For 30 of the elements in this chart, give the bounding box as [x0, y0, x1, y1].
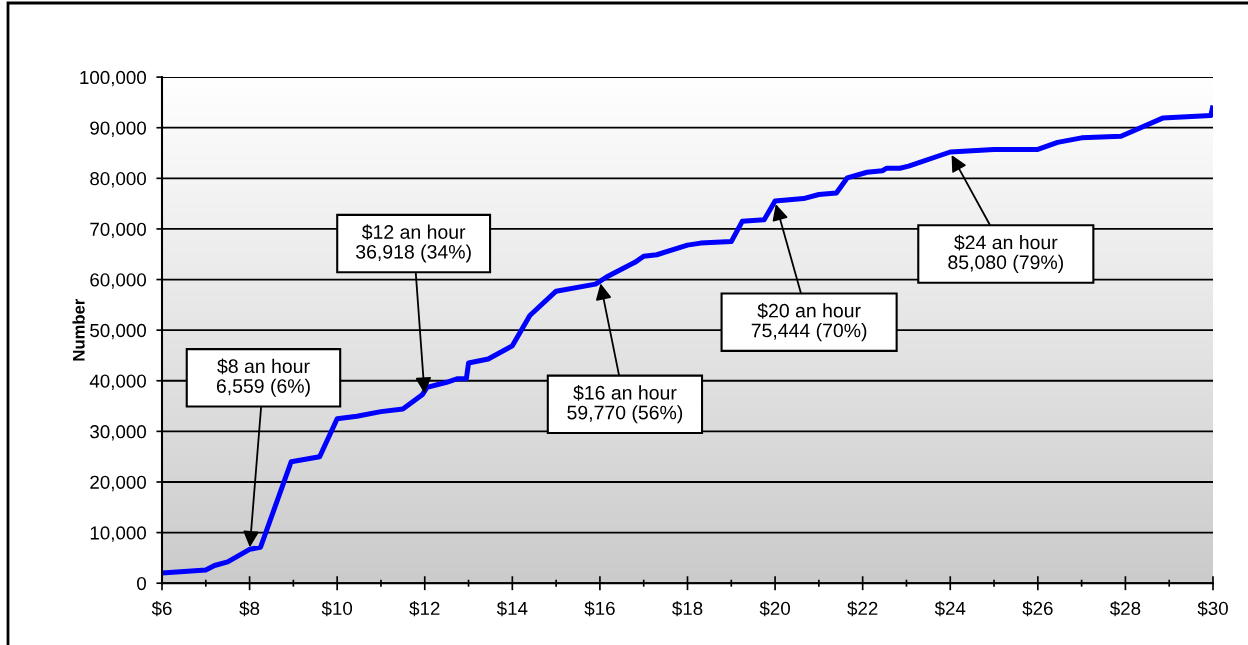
x-tick-label: $30: [1197, 600, 1228, 617]
y-tick-label: 60,000: [90, 273, 146, 289]
y-tick-label: 90,000: [90, 121, 146, 137]
x-tick-label: $14: [496, 600, 528, 617]
y-tick-label: 40,000: [89, 374, 146, 390]
y-tick-label: 0: [137, 576, 146, 591]
annotation: $20 an hour 75,444 (70%): [751, 302, 867, 342]
x-tick-label: $6: [151, 600, 172, 617]
y-tick-label: 70,000: [90, 222, 146, 239]
x-tick-label: $16: [584, 600, 615, 617]
x-tick-label: $12: [409, 600, 440, 617]
x-tick-label: $20: [759, 600, 790, 617]
x-tick-label: $18: [672, 600, 703, 617]
y-tick-label: 30,000: [90, 425, 146, 441]
x-tick-label: $28: [1109, 600, 1141, 617]
y-tick-label: 20,000: [90, 475, 146, 492]
y-tick-label: 50,000: [90, 323, 146, 340]
annotation: $12 an hour 36,918 (34%): [356, 224, 471, 263]
x-tick-label: $22: [847, 600, 878, 617]
annotation: $24 an hour 85,080 (79%): [948, 234, 1063, 273]
y-tick-label: 80,000: [90, 172, 146, 188]
x-tick-label: $26: [1022, 600, 1053, 617]
x-tick-label: $10: [321, 600, 353, 617]
annotation: $8 an hour 6,559 (6%): [216, 358, 310, 397]
x-tick-label: $24: [934, 600, 966, 617]
y-tick-label: 10,000: [90, 526, 146, 542]
y-axis-title: Number: [72, 298, 85, 361]
y-tick-label: 100,000: [80, 70, 146, 87]
x-tick-label: $8: [239, 600, 260, 617]
annotation: $16 an hour 59,770 (56%): [567, 385, 683, 424]
